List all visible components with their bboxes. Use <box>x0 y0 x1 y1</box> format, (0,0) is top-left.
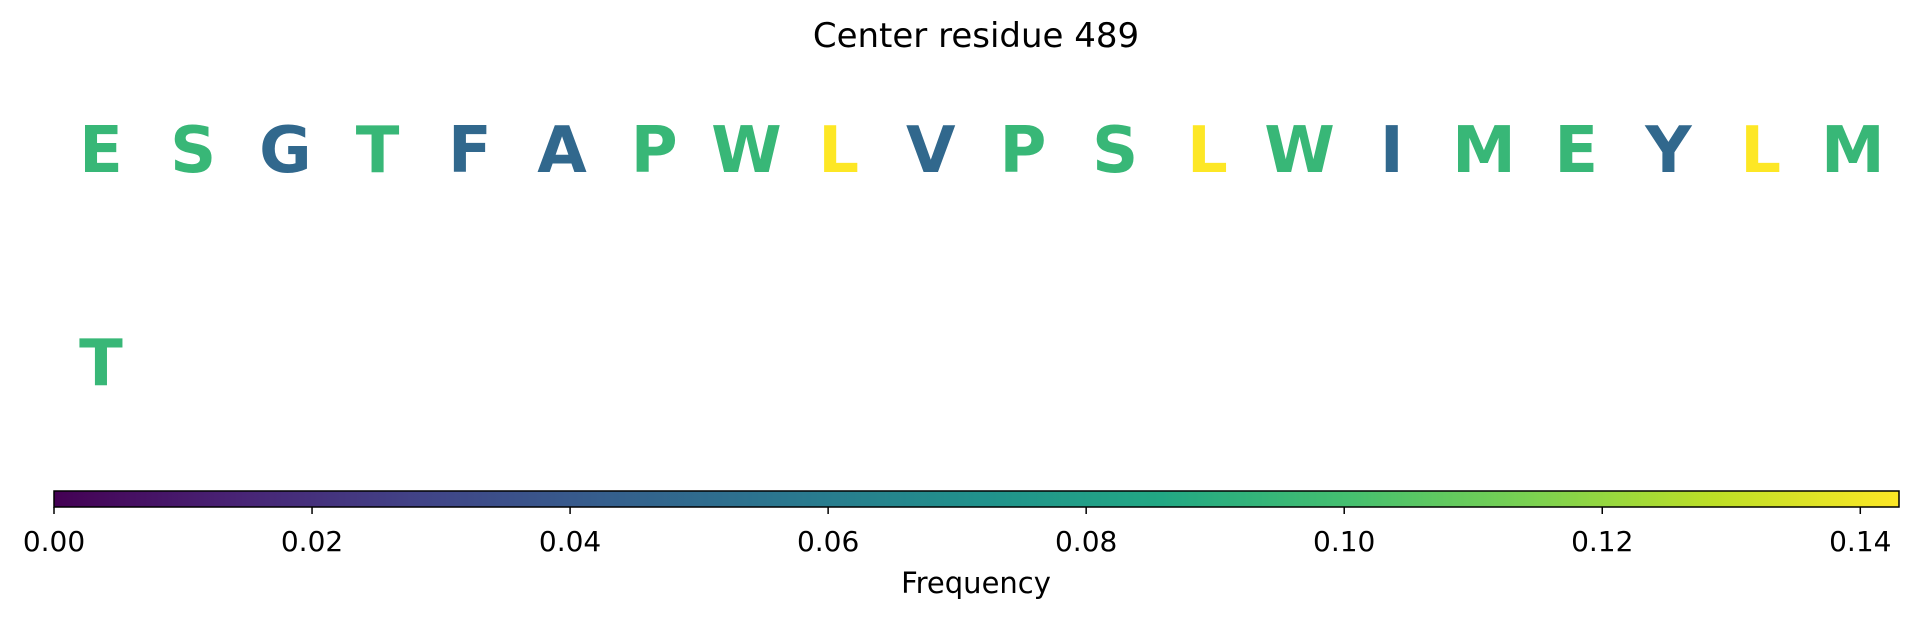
residue-letter: M <box>1821 114 1885 188</box>
colorbar-tick-label: 0.00 <box>23 525 85 558</box>
colorbar-tick-label: 0.10 <box>1313 525 1375 558</box>
colorbar-tick-label: 0.08 <box>1055 525 1117 558</box>
residue-letter: P <box>631 114 678 188</box>
residue-letter: S <box>170 114 216 188</box>
residue-letter: W <box>1264 114 1335 188</box>
residue-letter: S <box>1092 114 1138 188</box>
chart-title: Center residue 489 <box>813 16 1139 56</box>
residue-letter: L <box>1740 114 1781 188</box>
colorbar-tick-label: 0.04 <box>539 525 601 558</box>
residue-letter: T <box>79 327 123 401</box>
residue-letter: F <box>448 114 492 188</box>
residue-letter: L <box>818 114 859 188</box>
colorbar-tick-label: 0.02 <box>281 525 343 558</box>
colorbar-tick-label: 0.14 <box>1829 525 1891 558</box>
colorbar-ticks: 0.00 0.02 0.04 0.06 0.08 0.10 0.12 0.14 <box>23 507 1891 558</box>
residue-letter: G <box>259 114 312 188</box>
colorbar-tick-label: 0.06 <box>797 525 859 558</box>
colorbar: 0.00 0.02 0.04 0.06 0.08 0.10 0.12 0.14 Frequen… <box>23 490 1900 600</box>
residue-letter: E <box>1554 114 1598 188</box>
residue-letter: T <box>356 114 400 188</box>
residue-letter: Y <box>1644 114 1692 188</box>
residue-letter: W <box>711 114 782 188</box>
residue-letter: P <box>1000 114 1047 188</box>
colorbar-gradient <box>53 490 1900 508</box>
colorbar-label: Frequency <box>901 566 1051 600</box>
residue-letter: M <box>1452 114 1516 188</box>
residue-letter: V <box>906 114 956 188</box>
residue-letter: A <box>537 114 587 188</box>
residue-letter: E <box>79 114 123 188</box>
residue-letter: L <box>1187 114 1228 188</box>
colorbar-tick-label: 0.12 <box>1571 525 1633 558</box>
residue-grid: E S G T F A P W L V P S L W I M E Y L MT <box>79 114 1885 401</box>
residue-letter: I <box>1380 114 1404 188</box>
